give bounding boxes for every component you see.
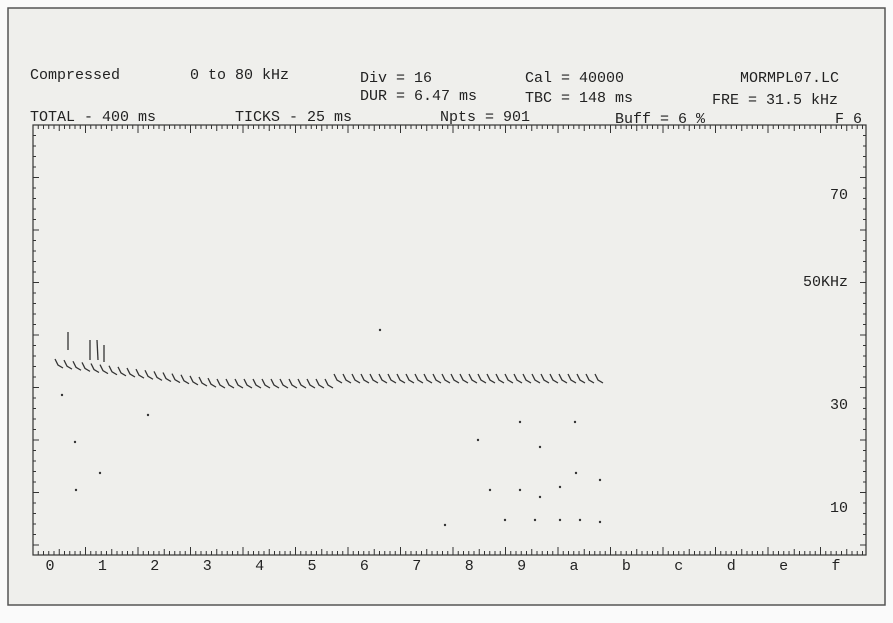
tbc: TBC = 148 ms — [525, 90, 633, 107]
noise-dot — [574, 471, 578, 475]
noise-dot — [538, 445, 542, 449]
noise-dot — [60, 393, 64, 397]
x-axis-label: 7 — [412, 558, 421, 575]
x-axis-label: a — [569, 558, 578, 575]
noise-dot — [74, 488, 78, 492]
file: MORMPL07.LC — [740, 70, 839, 87]
noise-dot — [518, 488, 522, 492]
x-axis-label: e — [779, 558, 788, 575]
x-axis-label: d — [727, 558, 736, 575]
total: TOTAL - 400 ms — [30, 109, 156, 126]
x-axis-label: 6 — [360, 558, 369, 575]
noise-dot — [443, 523, 447, 527]
mode: Compressed — [30, 67, 120, 84]
ticks: TICKS - 25 ms — [235, 109, 352, 126]
noise-dot — [578, 518, 582, 522]
x-axis-label: 5 — [307, 558, 316, 575]
y-axis-label: 50KHz — [803, 274, 848, 291]
x-axis-label: 8 — [465, 558, 474, 575]
buff: Buff = 6 % — [615, 111, 706, 128]
fre: FRE = 31.5 kHz — [712, 92, 838, 109]
page-id: F 6 — [835, 111, 862, 128]
noise-dot — [146, 413, 150, 417]
noise-dot — [573, 420, 577, 424]
noise-dot — [98, 471, 102, 475]
noise-dot — [558, 485, 562, 489]
plot-frame — [32, 124, 867, 556]
x-axis-label: b — [622, 558, 631, 575]
x-axis-label: 4 — [255, 558, 264, 575]
noise-dot — [476, 438, 480, 442]
y-axis-label: 70 — [830, 187, 848, 204]
div: Div = 16 — [360, 70, 432, 87]
x-axis-label: 3 — [203, 558, 212, 575]
x-axis-label: f — [831, 558, 840, 575]
noise-dot — [538, 495, 542, 499]
x-axis-label: 1 — [98, 558, 107, 575]
x-axis-label: 2 — [150, 558, 159, 575]
call-trace — [96, 339, 99, 361]
noise-dot — [598, 478, 602, 482]
noise-dot — [558, 518, 562, 522]
noise-dot — [598, 520, 602, 524]
noise-dot — [73, 440, 77, 444]
noise-dot — [518, 420, 522, 424]
npts: Npts = 901 — [440, 109, 530, 126]
y-axis-label: 30 — [830, 397, 848, 414]
noise-dot — [488, 488, 492, 492]
noise-dot — [378, 328, 382, 332]
dur: DUR = 6.47 ms — [360, 88, 477, 105]
x-axis-label: 9 — [517, 558, 526, 575]
call-trace — [54, 358, 604, 389]
cal: Cal = 40000 — [525, 70, 624, 87]
display-panel — [7, 7, 886, 606]
y-axis-label: 10 — [830, 500, 848, 517]
range: 0 to 80 kHz — [190, 67, 289, 84]
x-axis-label: 0 — [45, 558, 54, 575]
noise-dot — [503, 518, 507, 522]
x-axis-label: c — [674, 558, 683, 575]
noise-dot — [533, 518, 537, 522]
